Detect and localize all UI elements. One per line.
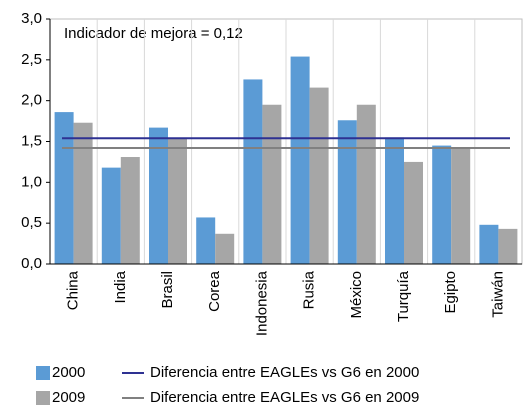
x-tick-label: Indonesia	[253, 270, 270, 336]
bar	[337, 120, 357, 265]
bar	[290, 56, 310, 264]
legend-label: Diferencia entre EAGLEs vs G6 en 2000	[150, 364, 419, 381]
bar	[149, 127, 168, 264]
bar	[404, 161, 423, 264]
y-tick-label: 1,5	[21, 132, 42, 149]
legend-swatch	[36, 366, 50, 380]
bar	[356, 104, 376, 264]
bar	[120, 157, 140, 264]
x-tick-label: Egipto	[442, 271, 459, 314]
bar	[215, 233, 235, 264]
legend-label: 2000	[52, 364, 85, 381]
y-tick-label: 2,0	[21, 92, 42, 109]
bar	[101, 167, 121, 264]
bar	[196, 217, 216, 264]
x-tick-label: Taiwán	[489, 271, 506, 318]
x-tick-label: Turquía	[395, 270, 412, 322]
annotation: Indicador de mejora = 0,12	[64, 25, 243, 42]
x-tick-label: India	[112, 270, 129, 303]
x-tick-label: Rusia	[301, 270, 318, 309]
legend-swatch	[36, 391, 50, 405]
bar	[243, 79, 263, 264]
bar	[479, 224, 499, 264]
legend-label: 2009	[52, 389, 85, 406]
y-tick-label: 3,0	[21, 10, 42, 27]
y-tick-label: 0,5	[21, 214, 42, 231]
y-tick-label: 2,5	[21, 51, 42, 68]
legend-label: Diferencia entre EAGLEs vs G6 en 2009	[150, 389, 419, 406]
y-tick-label: 1,0	[21, 173, 42, 190]
bar	[54, 112, 74, 264]
y-tick-label: 0,0	[21, 255, 42, 272]
bar	[262, 104, 282, 264]
x-tick-label: México	[348, 271, 365, 319]
bar	[309, 87, 329, 264]
x-tick-label: China	[65, 270, 82, 310]
x-tick-label: Corea	[206, 270, 223, 312]
bar	[385, 137, 404, 264]
bar	[451, 148, 471, 264]
bar	[498, 228, 518, 264]
bar	[432, 145, 452, 264]
bar	[168, 138, 187, 264]
bar	[73, 122, 93, 264]
x-tick-label: Brasil	[159, 271, 176, 309]
